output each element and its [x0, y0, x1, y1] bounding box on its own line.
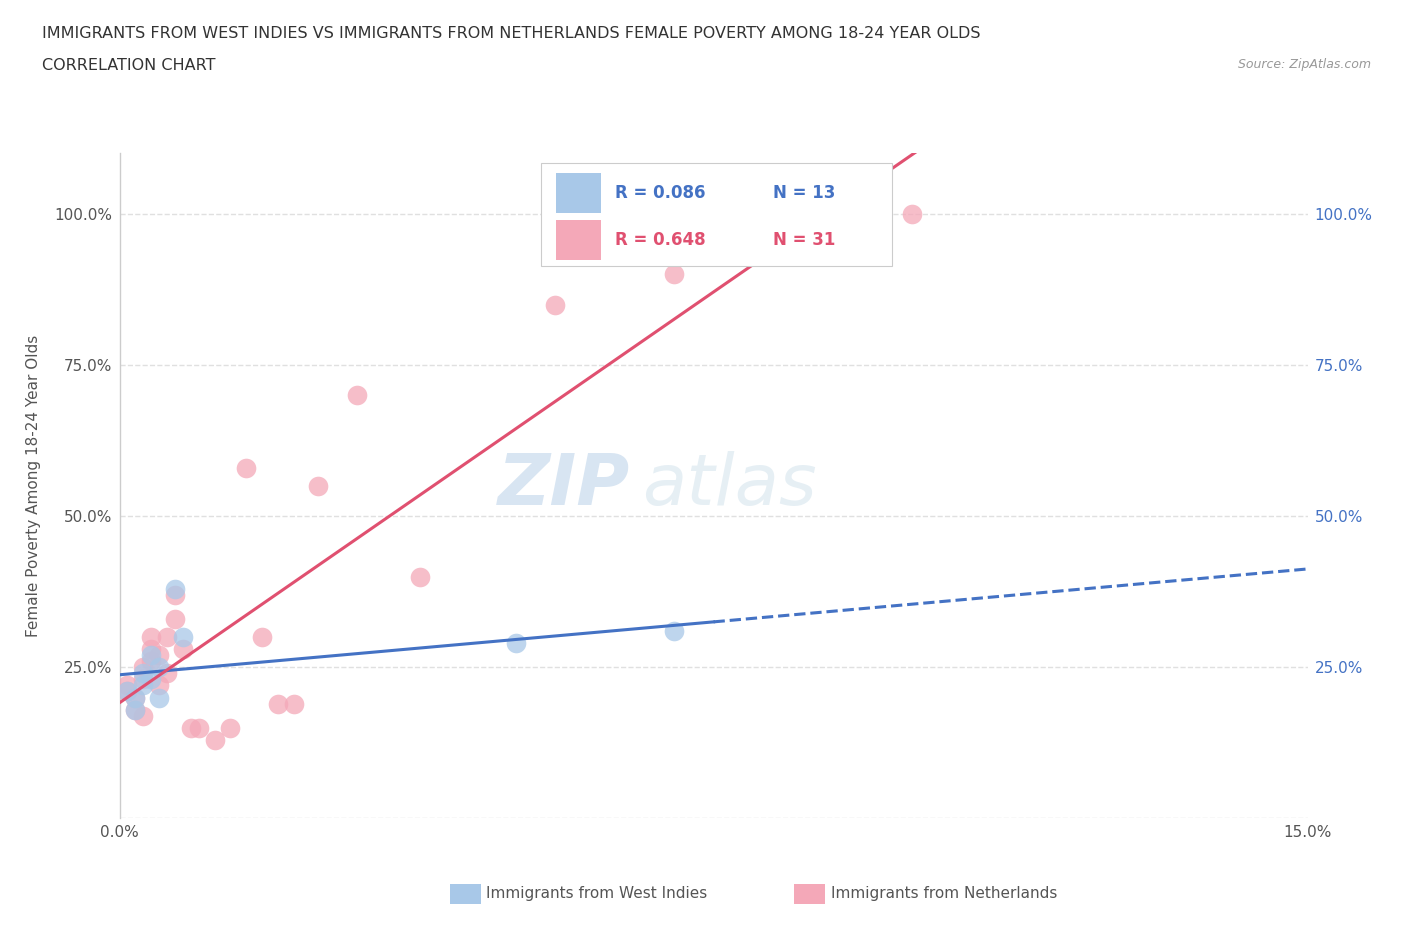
Point: [662, 267, 685, 282]
Text: R = 0.086: R = 0.086: [614, 184, 706, 203]
Text: Immigrants from West Indies: Immigrants from West Indies: [486, 886, 707, 901]
Point: [900, 206, 922, 221]
Point: [250, 630, 273, 644]
Text: R = 0.648: R = 0.648: [614, 231, 706, 249]
Point: [148, 678, 170, 693]
Point: [235, 460, 257, 475]
Point: [141, 648, 163, 663]
Point: [141, 672, 163, 687]
Point: [156, 630, 179, 644]
Point: [163, 588, 186, 603]
FancyBboxPatch shape: [541, 164, 891, 267]
Point: [132, 666, 155, 681]
Point: [132, 660, 155, 675]
Point: [163, 612, 186, 627]
Point: [180, 721, 202, 736]
Y-axis label: Female Poverty Among 18-24 Year Olds: Female Poverty Among 18-24 Year Olds: [25, 335, 41, 637]
Point: [544, 298, 567, 312]
Text: IMMIGRANTS FROM WEST INDIES VS IMMIGRANTS FROM NETHERLANDS FEMALE POVERTY AMONG : IMMIGRANTS FROM WEST INDIES VS IMMIGRANT…: [42, 26, 980, 41]
Point: [117, 678, 139, 693]
Point: [267, 696, 290, 711]
Point: [187, 721, 209, 736]
Point: [141, 642, 163, 657]
Text: atlas: atlas: [643, 451, 817, 521]
Point: [124, 690, 146, 705]
Text: N = 31: N = 31: [773, 231, 835, 249]
Point: [409, 569, 432, 584]
Point: [117, 684, 139, 699]
Text: ZIP: ZIP: [498, 451, 630, 521]
Bar: [555, 220, 600, 259]
Text: N = 13: N = 13: [773, 184, 835, 203]
Point: [132, 678, 155, 693]
Text: Source: ZipAtlas.com: Source: ZipAtlas.com: [1237, 58, 1371, 71]
Bar: [555, 173, 600, 213]
Point: [132, 672, 155, 687]
Point: [283, 696, 305, 711]
Text: CORRELATION CHART: CORRELATION CHART: [42, 58, 215, 73]
Point: [505, 636, 527, 651]
Point: [148, 690, 170, 705]
Point: [172, 642, 194, 657]
Point: [307, 479, 329, 494]
Point: [132, 709, 155, 724]
Point: [124, 702, 146, 717]
Point: [172, 630, 194, 644]
Point: [117, 684, 139, 699]
Point: [148, 660, 170, 675]
Point: [163, 581, 186, 596]
Point: [219, 721, 242, 736]
Point: [148, 648, 170, 663]
Point: [204, 733, 226, 748]
Point: [156, 666, 179, 681]
Point: [124, 690, 146, 705]
Point: [346, 388, 368, 403]
Text: Immigrants from Netherlands: Immigrants from Netherlands: [831, 886, 1057, 901]
Point: [124, 702, 146, 717]
Point: [141, 630, 163, 644]
Point: [141, 654, 163, 669]
Point: [662, 624, 685, 639]
